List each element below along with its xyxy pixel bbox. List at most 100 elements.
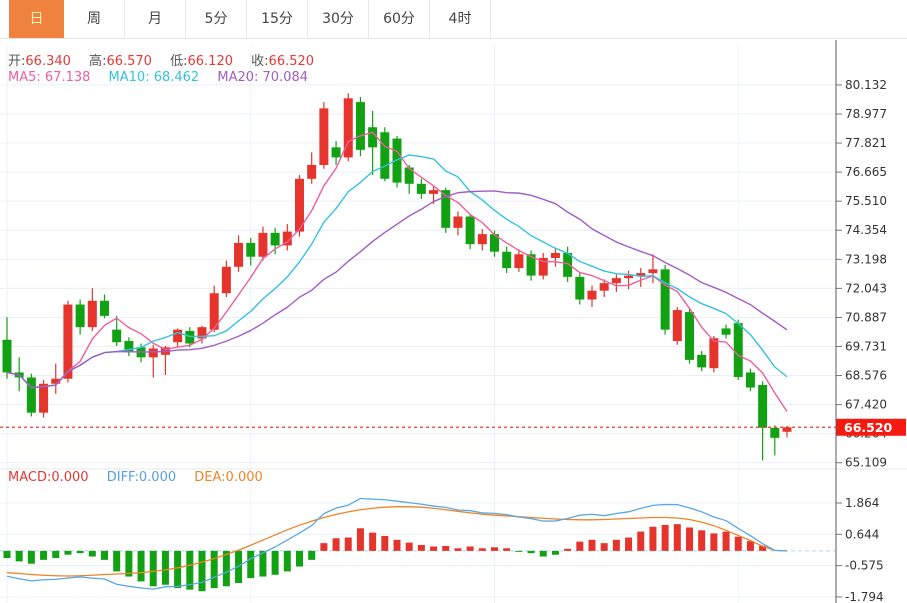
- axis-tick-label: 1.864: [845, 496, 879, 510]
- macd-histogram-bar: [515, 550, 523, 552]
- period-tab-day[interactable]: 日: [9, 0, 64, 38]
- macd-histogram-bar: [661, 524, 669, 551]
- macd-histogram-bar: [686, 527, 693, 551]
- candle-body: [648, 269, 658, 274]
- axis-tick-label: 72.043: [845, 281, 887, 295]
- macd-histogram-bar: [40, 550, 48, 560]
- candle-body: [26, 377, 36, 413]
- macd-histogram-bar: [442, 545, 450, 551]
- candle-body: [575, 276, 585, 300]
- period-tab-week[interactable]: 周: [64, 0, 125, 38]
- candle-body: [465, 216, 475, 245]
- indicator-line: [6, 506, 788, 577]
- candle-body: [331, 147, 341, 158]
- candle-body: [246, 242, 256, 257]
- macd-histogram-bar: [454, 548, 462, 551]
- macd-histogram-bar: [15, 550, 23, 562]
- macd-histogram-bar: [186, 550, 194, 590]
- candle-body: [209, 293, 219, 330]
- macd-histogram-bar: [430, 546, 438, 551]
- indicator-line: [6, 190, 788, 389]
- candle-body: [173, 329, 183, 343]
- axis-tick-label: 0.644: [845, 527, 879, 541]
- macd-histogram-bar: [466, 546, 474, 551]
- macd-histogram-bar: [369, 532, 377, 551]
- candle-body: [685, 312, 694, 360]
- candle-body: [404, 167, 414, 184]
- candle-body: [100, 300, 109, 316]
- macd-histogram-bar: [52, 550, 60, 559]
- macd-histogram-bar: [27, 550, 35, 564]
- macd-histogram-bar: [235, 550, 243, 583]
- axis-tick-label: -1.794: [845, 590, 884, 603]
- macd-histogram-bar: [393, 539, 401, 551]
- period-tab-4hour[interactable]: 4时: [430, 0, 491, 38]
- candle-body: [745, 372, 755, 388]
- macd-histogram-bar: [125, 550, 133, 577]
- macd-histogram-bar: [759, 545, 767, 551]
- candle-body: [697, 354, 707, 368]
- macd-histogram-bar: [381, 535, 389, 551]
- macd-histogram-bar: [478, 548, 486, 551]
- candle-body: [258, 232, 268, 257]
- macd-histogram-bar: [576, 541, 584, 551]
- macd-histogram-bar: [64, 550, 72, 555]
- period-tab-15min[interactable]: 15分: [247, 0, 308, 38]
- period-tab-month[interactable]: 月: [125, 0, 186, 38]
- candle-body: [282, 231, 292, 246]
- candle-body: [368, 127, 378, 148]
- axis-tick-label: 69.731: [845, 340, 887, 354]
- candle-body: [39, 383, 49, 413]
- axis-tick-label: 74.354: [845, 223, 887, 237]
- candle-body: [355, 102, 365, 150]
- macd-histogram-bar: [137, 550, 145, 582]
- axis-tick-label: -0.575: [845, 559, 884, 573]
- macd-histogram-bar: [722, 531, 730, 551]
- period-tab-30min[interactable]: 30分: [308, 0, 369, 38]
- candle-body: [538, 258, 548, 276]
- candle-body: [51, 378, 61, 384]
- macd-histogram-bar: [588, 539, 596, 551]
- period-tab-60min[interactable]: 60分: [369, 0, 430, 38]
- macd-histogram-bar: [149, 550, 157, 587]
- macd-histogram-bar: [551, 550, 559, 555]
- candle-body: [124, 340, 134, 353]
- candle-body: [636, 273, 646, 276]
- candle-body: [502, 251, 512, 269]
- axis-tick-label: 68.576: [845, 369, 887, 383]
- candle-body: [75, 304, 85, 328]
- macd-histogram-bar: [564, 548, 572, 551]
- macd-histogram-bar: [600, 543, 608, 551]
- candle-body: [624, 275, 634, 279]
- macd-histogram-bar: [210, 550, 218, 589]
- axis-tick-label: 65.109: [845, 456, 887, 470]
- macd-histogram-bar: [271, 550, 279, 575]
- macd-histogram-bar: [161, 550, 169, 585]
- macd-histogram-bar: [417, 544, 425, 551]
- candle-body: [307, 164, 317, 179]
- candle-body: [477, 234, 487, 245]
- axis-tick-label: 78.977: [845, 107, 887, 121]
- candle-body: [295, 178, 304, 232]
- candle-body: [709, 338, 719, 369]
- macd-histogram-bar: [746, 541, 754, 551]
- macd-histogram-bar: [673, 524, 681, 551]
- candle-body: [221, 266, 231, 294]
- candle-body: [660, 269, 670, 330]
- period-tab-5min[interactable]: 5分: [186, 0, 247, 38]
- axis-tick-label: 73.198: [845, 252, 887, 266]
- macd-histogram-bar: [332, 538, 340, 551]
- candle-body: [514, 254, 524, 269]
- candle-body: [270, 232, 280, 246]
- macd-histogram-bar: [101, 550, 108, 560]
- macd-histogram-bar: [491, 547, 498, 551]
- macd-histogram-bar: [198, 550, 206, 592]
- candle-body: [416, 183, 426, 194]
- candle-body: [319, 108, 329, 165]
- macd-histogram-bar: [88, 550, 96, 557]
- axis-tick-label: 67.420: [845, 398, 887, 412]
- candle-body: [87, 300, 97, 328]
- macd-histogram-bar: [296, 550, 303, 567]
- macd-histogram-bar: [539, 550, 547, 557]
